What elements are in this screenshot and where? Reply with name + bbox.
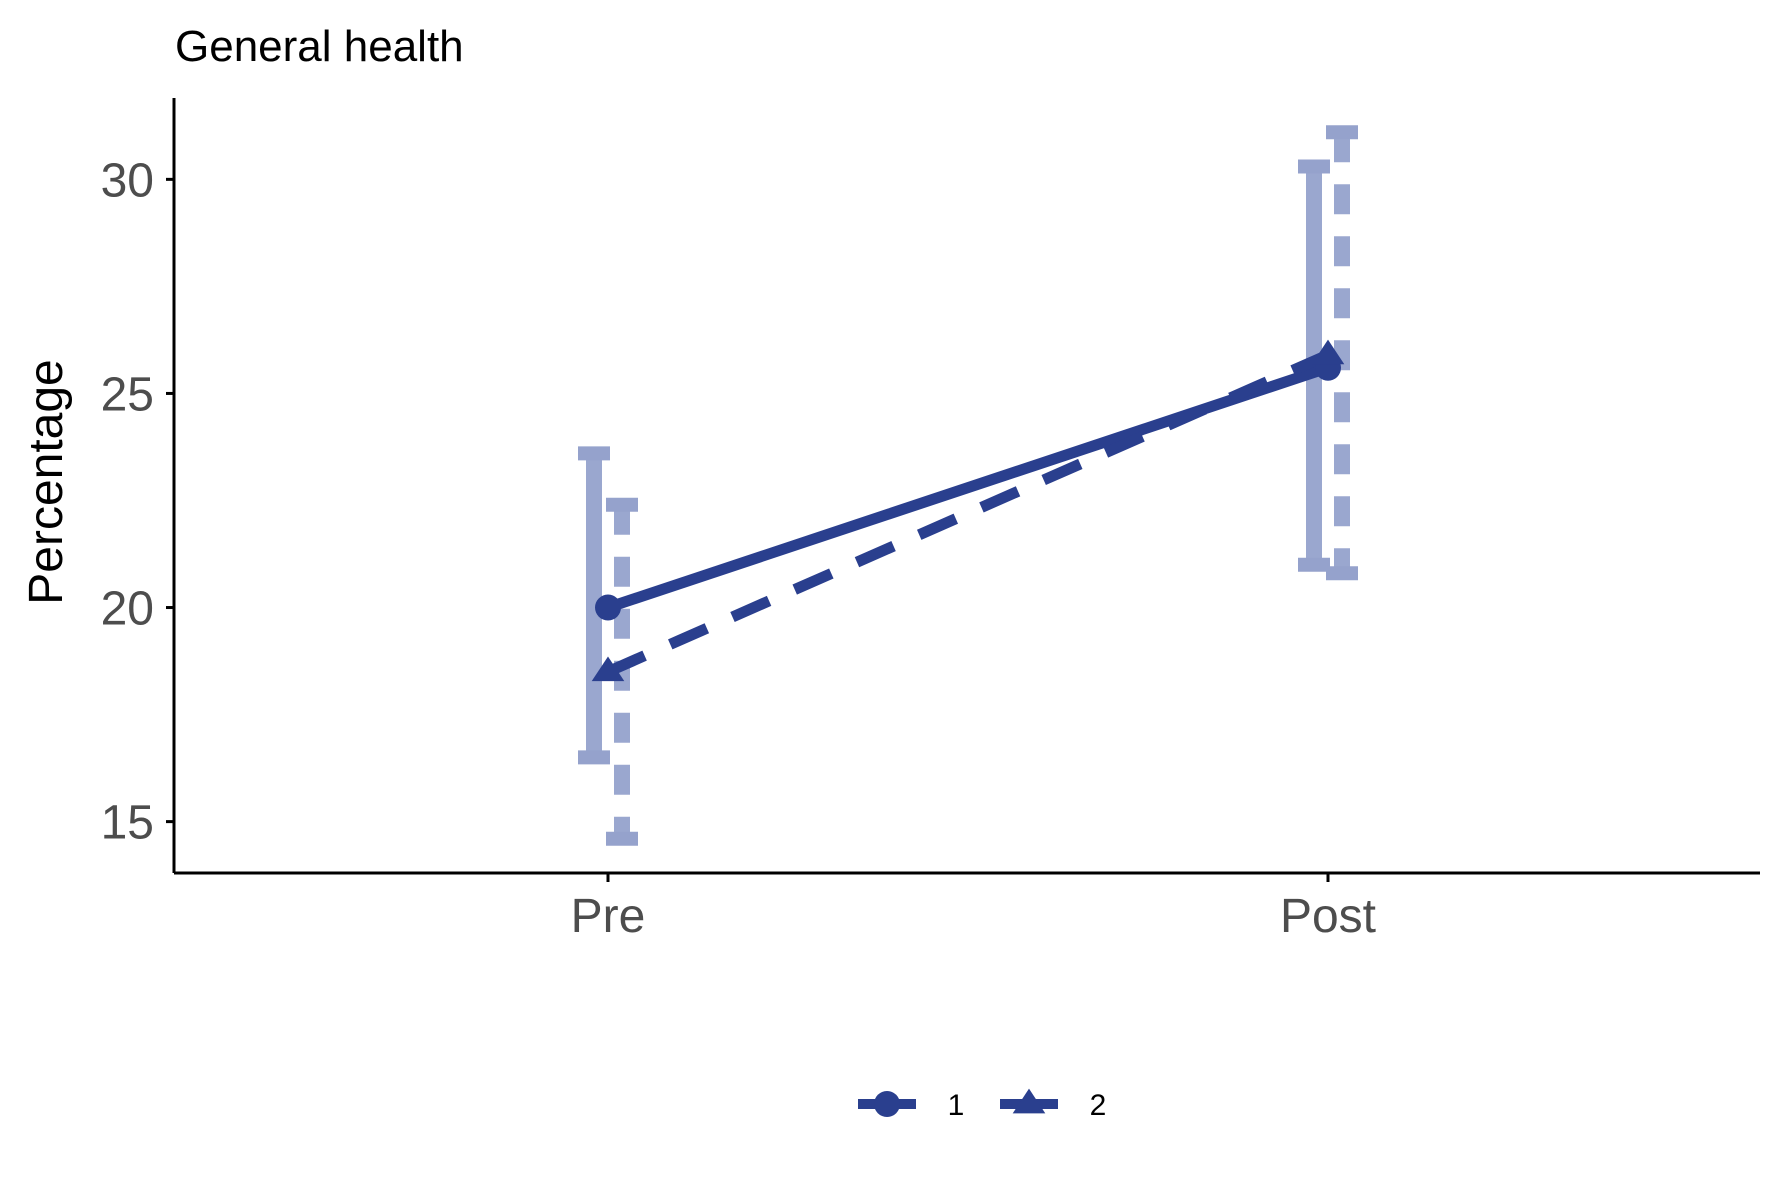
- series-lines: [605, 349, 1331, 677]
- y-tick-label-25: 25: [101, 368, 154, 421]
- legend-key-marker-2: [1012, 1088, 1046, 1114]
- y-ticks: 15 20 25 30: [101, 154, 174, 850]
- point-2-Pre: [591, 656, 625, 682]
- y-tick-label-30: 30: [101, 154, 154, 207]
- x-tick-label-Pre: Pre: [571, 890, 646, 943]
- chart-title: General health: [175, 22, 464, 71]
- x-ticks: Pre Post: [571, 873, 1376, 943]
- axes: [172, 98, 1760, 875]
- y-axis-label: Percentage: [20, 359, 73, 605]
- series-points: [591, 339, 1345, 682]
- series-line-1: [606, 362, 1330, 613]
- point-1-Pre: [595, 594, 621, 621]
- x-tick-label-Post: Post: [1280, 890, 1376, 943]
- legend-key-marker-1: [874, 1091, 900, 1117]
- error-bars: [578, 125, 1358, 846]
- y-tick-label-15: 15: [101, 797, 154, 850]
- legend-label-1: 1: [948, 1089, 965, 1122]
- y-tick-label-20: 20: [101, 583, 154, 636]
- legend-label-2: 2: [1090, 1089, 1107, 1122]
- point-2-Post: [1311, 339, 1345, 365]
